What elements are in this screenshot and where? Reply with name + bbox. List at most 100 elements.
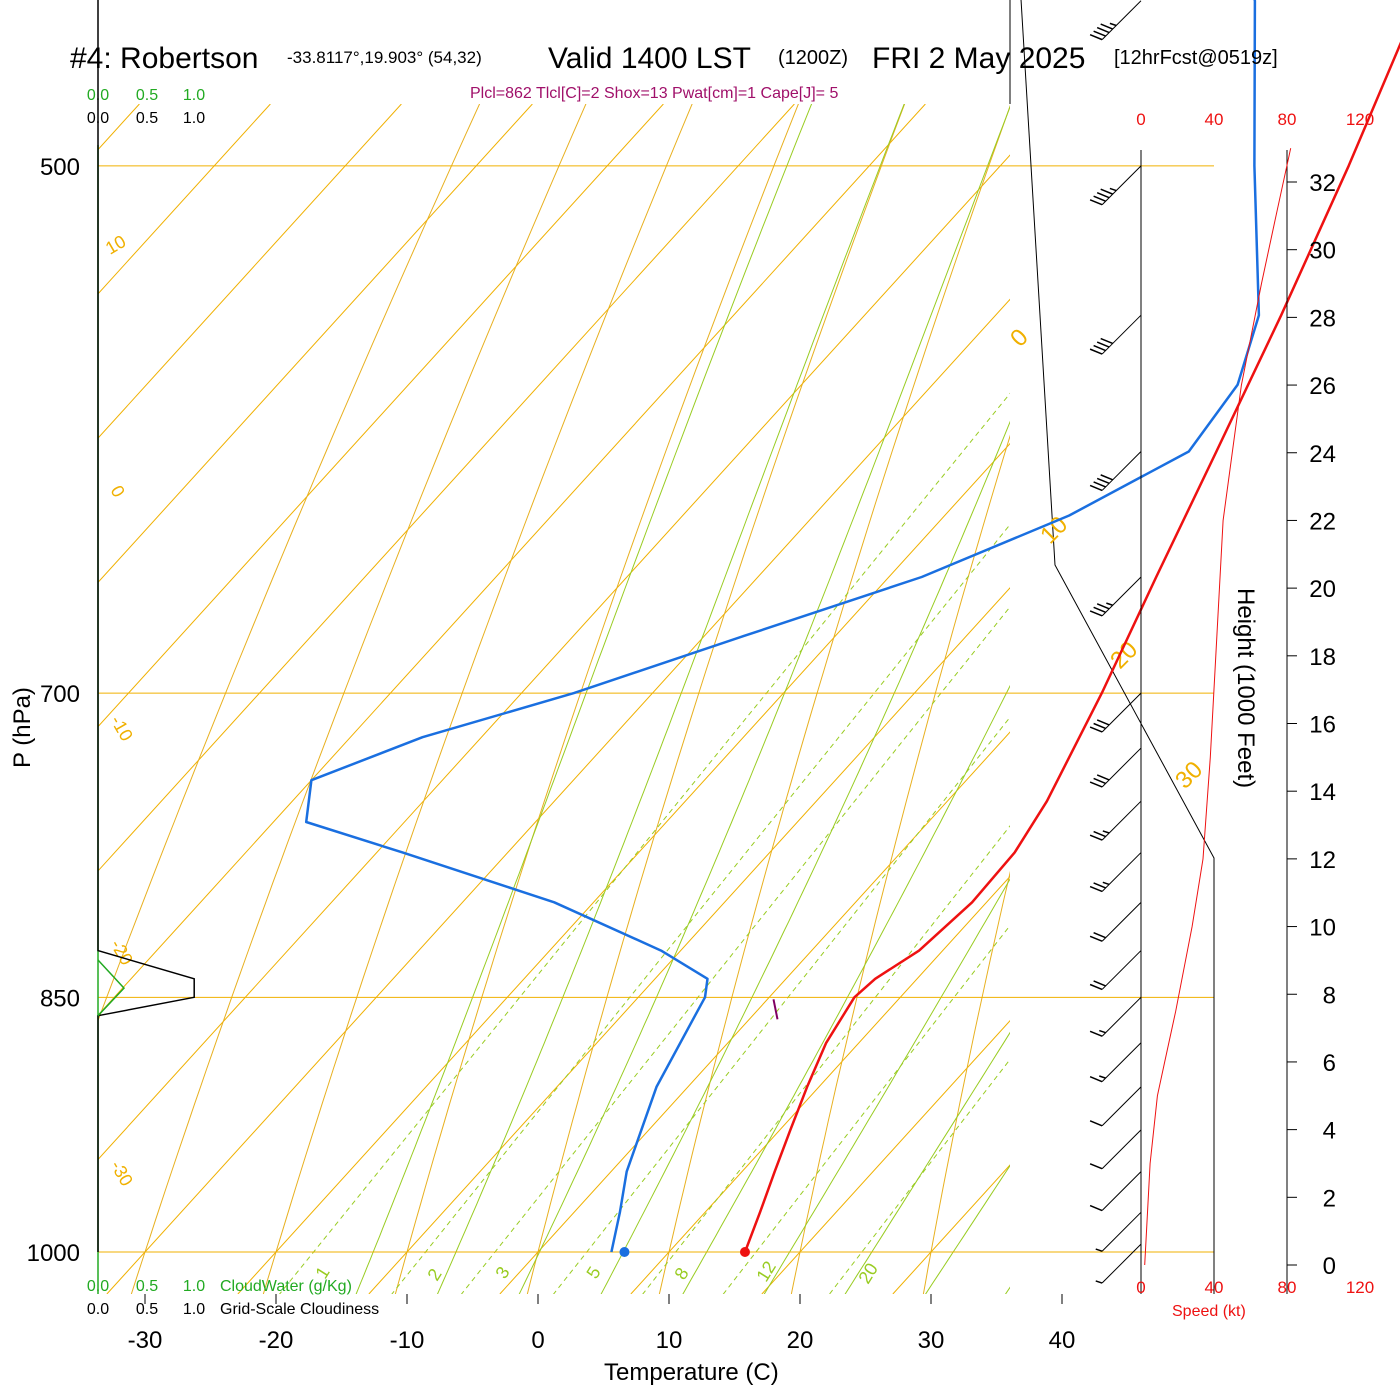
station-title: #4: Robertson (70, 42, 258, 75)
barb-staff (1101, 747, 1142, 788)
isotherm-line (892, 1164, 1010, 1294)
height-tick-label: 24 (1309, 441, 1336, 468)
height-tick-label: 14 (1309, 779, 1336, 806)
barb-flag (1100, 188, 1114, 195)
barb-staff (1101, 451, 1142, 491)
cloudwater-tick-top: 1.0 (183, 87, 205, 104)
barb-flag (1089, 781, 1103, 788)
wind-barb (1089, 1129, 1142, 1170)
temperature-tick-label: 20 (787, 1327, 814, 1354)
wind-barb (1089, 1086, 1142, 1127)
moist-adiabat-line (355, 104, 813, 1294)
forecast-info: [12hrFcst@0519z] (1114, 47, 1278, 69)
barb-staff (1101, 314, 1142, 355)
barb-flag (1089, 726, 1103, 733)
moist-adiabat-line (600, 420, 1010, 1294)
dry-adiabat-line (394, 104, 799, 1294)
barb-flag (1096, 26, 1110, 34)
barb-flag (1093, 830, 1106, 838)
speed-tick-bottom: 120 (1346, 1278, 1374, 1297)
isotherm-line (106, 298, 1010, 1294)
barb-half-flag (1099, 1029, 1106, 1034)
barb-half-flag (1102, 881, 1110, 886)
barb-flag (1089, 1030, 1103, 1037)
barb-flag (1089, 610, 1103, 617)
mixing-ratio-label: 2 (423, 1265, 445, 1284)
isotherm-line (98, 104, 664, 728)
speed-tick-top: 0 (1136, 110, 1145, 129)
barb-half-flag (1095, 1280, 1103, 1284)
isotherm-label: -20 (107, 936, 137, 969)
height-tick-label: 18 (1309, 644, 1336, 671)
height-tick-label: 20 (1309, 576, 1336, 603)
speed-tick-top: 80 (1278, 110, 1297, 129)
barb-staff (1101, 1086, 1142, 1127)
mixing-ratio-label: 20 (854, 1260, 882, 1288)
barb-staff (1101, 852, 1142, 892)
barb-flag (1096, 774, 1110, 781)
barb-half-flag (1099, 1075, 1106, 1079)
mixing-ratio-label: 8 (670, 1264, 692, 1283)
barb-flag (1093, 481, 1106, 488)
forecast-date: FRI 2 May 2025 (872, 42, 1085, 75)
wind-barb (1089, 950, 1142, 991)
dry-adiabat-line (130, 104, 587, 1294)
barb-staff (1101, 901, 1142, 942)
pressure-tick-label: 1000 (27, 1240, 80, 1267)
isotherm-line (499, 731, 1010, 1294)
zulu-time: (1200Z) (778, 47, 848, 69)
barb-flag (1089, 1076, 1103, 1083)
wind-barb (1089, 692, 1142, 733)
mixing-ratio-line (828, 1058, 1010, 1294)
barb-staff (1101, 996, 1142, 1037)
barb-staff (1101, 576, 1142, 617)
wind-barbs (1089, 0, 1142, 1294)
temperature-tick-label: -30 (128, 1327, 163, 1354)
isotherm-line (237, 442, 1010, 1294)
barb-half-flag (1102, 830, 1110, 834)
dry-adiabat-line (98, 104, 481, 1022)
barb-staff (1101, 950, 1142, 990)
dewpoint-line (304, 0, 1261, 1253)
height-tick-label: 28 (1309, 305, 1336, 332)
dry-adiabat-line (1040, 0, 1400, 1400)
isotherm-label: -10 (107, 712, 137, 745)
wind-barb (1089, 576, 1142, 617)
isotherm-line (1024, 104, 1400, 1294)
height-tick-label: 8 (1323, 982, 1336, 1009)
mixing-ratio-label: 12 (752, 1258, 780, 1286)
temperature-line (743, 41, 1400, 1253)
parcel-indices: Plcl=862 Tlcl[C]=2 Shox=13 Pwat[cm]=1 Ca… (470, 85, 838, 102)
barb-flag (1100, 23, 1114, 30)
wind-barb (1089, 165, 1142, 206)
wind-barb (1089, 0, 1142, 41)
height-tick-label: 2 (1323, 1185, 1336, 1212)
barb-flag (1089, 33, 1103, 41)
isotherm-label: -30 (107, 1157, 137, 1190)
cloudwater-tick-top: 0.5 (136, 87, 158, 104)
barb-flag (1089, 983, 1103, 991)
speed-profile-line (1144, 148, 1292, 1266)
wind-barb (1089, 901, 1142, 942)
barb-flag (1089, 484, 1103, 492)
cloudiness-line (97, 0, 195, 1252)
temperature-tick-label: -10 (390, 1327, 425, 1354)
height-axis-title: Height (1000 Feet) (1232, 588, 1259, 788)
barb-flag (1093, 932, 1106, 939)
isotherm-line (98, 104, 402, 439)
barb-staff (1101, 1042, 1142, 1083)
height-tick-label: 12 (1309, 847, 1336, 874)
barb-half-flag (1106, 602, 1113, 606)
isotherm-line (368, 587, 1010, 1294)
barb-flag (1089, 1204, 1103, 1212)
surface-temperature-dot (739, 1247, 750, 1257)
barb-flag (1089, 935, 1103, 942)
axis-labels: Temperature (C) P (hPa) Height (1000 Fee… (9, 588, 1259, 1386)
dry-adiabat-line (658, 104, 1010, 1294)
moist-adiabat-line (844, 1031, 1010, 1294)
mixing-ratio-line (460, 606, 1010, 1294)
height-tick-label: 16 (1309, 712, 1336, 739)
cloudiness-axis-title: Grid-Scale Cloudiness (220, 1301, 379, 1318)
dry-adiabat-line (922, 870, 1010, 1294)
